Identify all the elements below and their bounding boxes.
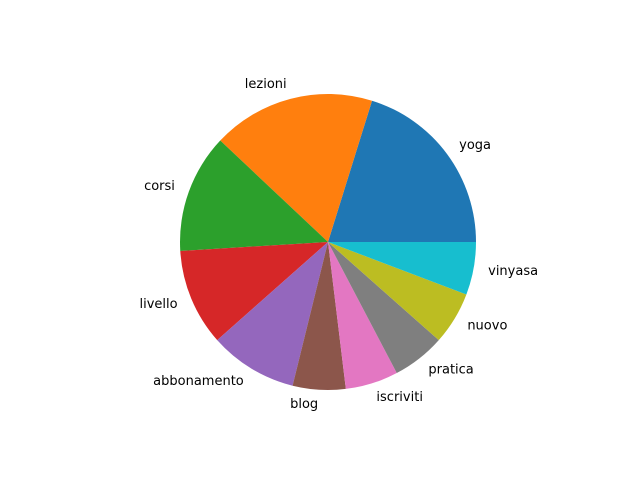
pie-label-corsi: corsi bbox=[144, 179, 175, 194]
pie-slice-iscriviti bbox=[328, 242, 397, 389]
pie-slices bbox=[180, 94, 476, 390]
pie-label-lezioni: lezioni bbox=[245, 77, 287, 92]
pie-label-yoga: yoga bbox=[459, 138, 491, 153]
pie-label-vinyasa: vinyasa bbox=[488, 264, 538, 279]
pie-slice-blog bbox=[292, 242, 346, 390]
pie-slice-lezioni bbox=[220, 94, 373, 242]
pie-slice-livello bbox=[180, 242, 328, 341]
pie-slice-corsi bbox=[180, 140, 328, 251]
pie-label-pratica: pratica bbox=[428, 363, 473, 378]
pie-slice-vinyasa bbox=[328, 242, 476, 295]
pie-slice-pratica bbox=[328, 242, 439, 374]
pie-slice-yoga bbox=[328, 100, 476, 242]
pie-label-livello: livello bbox=[139, 297, 177, 312]
pie-slice-nuovo bbox=[328, 242, 467, 341]
pie-label-nuovo: nuovo bbox=[467, 319, 507, 334]
pie-label-blog: blog bbox=[290, 397, 318, 412]
pie-label-abbonamento: abbonamento bbox=[153, 374, 244, 389]
pie-labels: yoga lezioni corsi livello abbonamento blog is… bbox=[139, 77, 538, 412]
pie-label-iscriviti: iscriviti bbox=[376, 390, 423, 405]
pie-slice-abbonamento bbox=[217, 242, 328, 386]
